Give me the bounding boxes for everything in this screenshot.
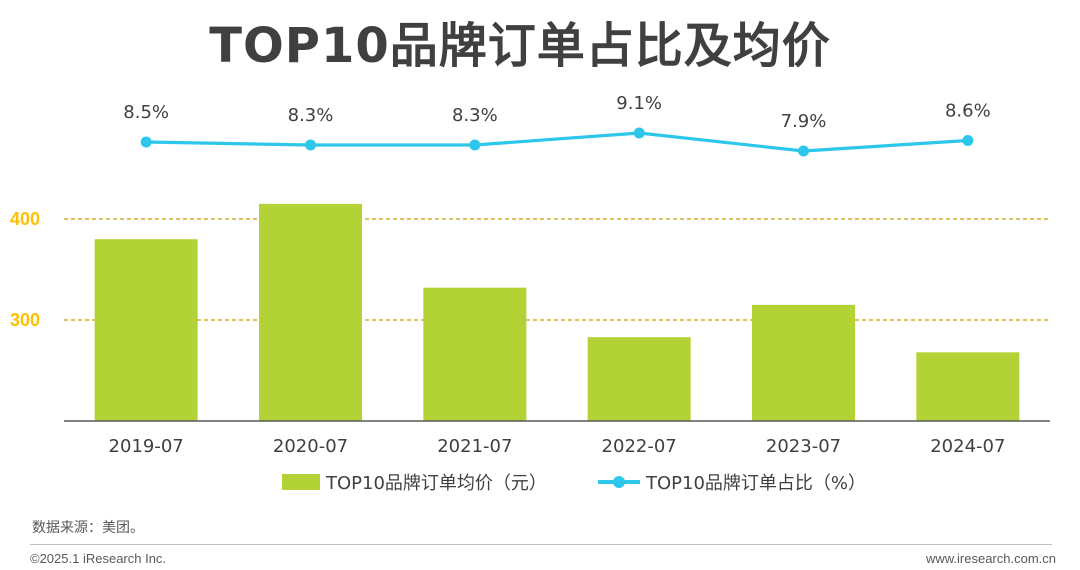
- y-tick-label-300: 300: [10, 310, 40, 330]
- copyright-text: ©2025.1 iResearch Inc.: [30, 551, 167, 566]
- legend: TOP10品牌订单均价（元） TOP10品牌订单占比（%）: [0, 468, 1080, 496]
- legend-item-bar: TOP10品牌订单均价（元）: [282, 468, 547, 496]
- bar-2023-07: [752, 304, 855, 421]
- share-line: [146, 131, 968, 153]
- chart-title: TOP10品牌订单占比及均价: [209, 18, 831, 74]
- x-tick-label-2019-07: 2019-07: [109, 436, 184, 457]
- y-tick-label-400: 400: [10, 209, 40, 229]
- share-data-label-2021-07: 8.3%: [452, 105, 498, 126]
- x-tick-label-2021-07: 2021-07: [437, 436, 512, 457]
- x-tick-label-2023-07: 2023-07: [766, 436, 841, 457]
- bar-2021-07: [423, 287, 527, 421]
- share-data-label-2023-07: 7.9%: [781, 111, 827, 132]
- share-point-2021-07: [469, 139, 481, 151]
- bar-2022-07: [587, 337, 691, 421]
- website-text: www.iresearch.com.cn: [925, 551, 1056, 566]
- x-tick-label-2020-07: 2020-07: [273, 436, 348, 457]
- x-axis: 2019-07 2020-07 2021-07 2022-07 2023-07 2024-…: [64, 420, 1050, 457]
- combo-chart: 300 400 2019-07 2020-07 2021-07 2022-07 2023-…: [10, 93, 1050, 457]
- legend-bar-swatch: [282, 474, 320, 490]
- source-note: 数据来源：美团。: [32, 520, 144, 536]
- x-tick-label-2022-07: 2022-07: [602, 436, 677, 457]
- share-point-2022-07: [633, 127, 645, 139]
- share-point-2020-07: [305, 139, 316, 151]
- share-data-label-2019-07: 8.5%: [123, 102, 169, 123]
- legend-line-swatch: [598, 474, 640, 490]
- bar-series: [94, 203, 1020, 421]
- footer-divider: [30, 544, 1052, 545]
- share-point-2024-07: [962, 135, 974, 146]
- legend-item-line: TOP10品牌订单占比（%）: [598, 468, 866, 496]
- legend-line-label: TOP10品牌订单占比（%）: [646, 473, 867, 494]
- share-point-2019-07: [140, 136, 152, 148]
- line-series: [140, 127, 974, 157]
- share-data-label-2020-07: 8.3%: [288, 105, 334, 126]
- bar-2020-07: [259, 203, 362, 421]
- bar-2024-07: [916, 352, 1020, 421]
- data-labels: 8.5% 8.3% 8.3% 9.1% 7.9% 8.6%: [123, 93, 990, 132]
- bar-2019-07: [94, 239, 198, 421]
- legend-bar-label: TOP10品牌订单均价（元）: [326, 473, 547, 494]
- share-data-label-2022-07: 9.1%: [616, 93, 662, 114]
- share-point-2023-07: [798, 145, 809, 157]
- gridlines: 300 400: [10, 209, 1050, 330]
- share-data-label-2024-07: 8.6%: [945, 101, 991, 122]
- x-tick-label-2024-07: 2024-07: [930, 436, 1005, 457]
